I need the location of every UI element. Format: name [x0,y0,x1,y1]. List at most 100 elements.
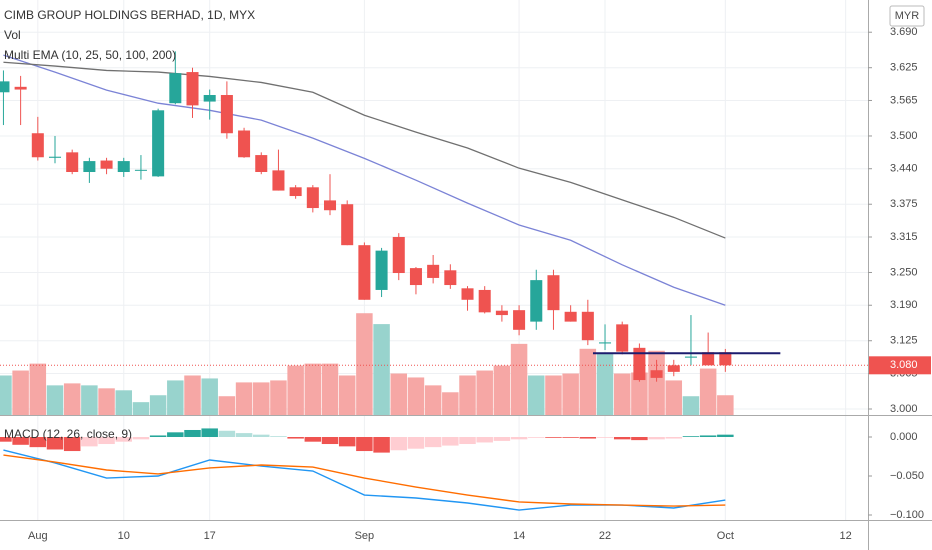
histogram-bar [442,437,459,446]
candle-body [581,311,594,341]
y-tick-label: 3.625 [890,62,918,74]
histogram-bar [98,437,115,445]
candle-body [461,288,474,300]
candle-body [289,187,302,197]
candle-body [427,264,440,278]
volume-bar [528,375,545,415]
histogram-bar [201,428,218,438]
candle-body [530,280,543,322]
histogram-bar [338,437,356,447]
volume-bar [562,373,579,415]
ema-line [3,61,726,239]
volume-bar [390,373,408,415]
histogram-bar [545,437,562,438]
candle-body [392,236,405,274]
volume-bar [115,390,133,415]
volume-bar [459,375,476,415]
histogram-bar [304,437,322,442]
volume-bar [287,365,304,415]
histogram-bar [149,435,167,438]
candle-body [186,72,199,106]
x-tick-label: 10 [118,530,130,542]
y-tick-label: 3.315 [890,231,918,243]
volume-bar [648,350,665,415]
volume-bar [63,383,81,415]
volume-bar [304,363,322,415]
candle-body [152,110,165,177]
x-tick-label: 14 [513,530,525,542]
histogram-bar [0,437,12,442]
volume-bar [596,352,614,415]
x-tick-label: 12 [840,530,852,542]
histogram-bar [12,437,29,445]
candle-body [341,204,354,246]
marks [0,51,868,511]
volume-bar [218,396,236,415]
candle-body [650,370,663,378]
volume-bar [81,385,98,415]
chart-title: CIMB GROUP HOLDINGS BERHAD, 1D, MYX [4,8,255,22]
candle-body [323,200,337,211]
candle-body [203,95,216,102]
signal-line [3,454,726,507]
candle-body [220,95,233,134]
candle-body [564,311,577,322]
volume-bar [46,385,64,415]
volume-bar [424,385,442,415]
histogram-bar [287,437,304,439]
histogram-bar [699,435,717,438]
histogram-bar [665,437,683,439]
volume-bar [717,395,734,415]
currency-box[interactable] [889,5,925,27]
candle-body [409,268,422,286]
histogram-bar [579,437,597,439]
x-tick-label: Aug [28,530,48,542]
histogram-bar [373,437,390,453]
candle-body [599,342,612,344]
volume-bar [167,380,184,415]
candle-body [616,324,629,352]
volume-bar [253,382,270,415]
histogram-bar [253,434,270,438]
histogram-bar [424,437,442,448]
histogram-bar [184,429,201,438]
y-tick-label: −0.100 [890,509,924,521]
candle-body [684,356,697,358]
histogram-bar [270,436,287,438]
volume-bar [442,392,459,415]
volume-bar [235,382,253,415]
candle-body [358,245,371,300]
volume-bar [321,363,339,415]
y-tick-label: 3.500 [890,130,918,142]
histogram-bar [167,432,184,438]
ema-label: Multi EMA (10, 25, 50, 100, 200) [4,48,176,62]
y-tick-label: 3.000 [890,403,918,415]
volume-bar [579,348,597,415]
candle-body [66,152,79,173]
y-tick-label: 3.250 [890,266,918,278]
histogram-bar [390,437,408,451]
y-tick-label: 3.375 [890,198,918,210]
histogram-bar [459,437,476,445]
histogram-bar [235,433,253,438]
volume-bar [407,377,425,415]
candle-body [0,81,10,93]
volume-label: Vol [4,28,21,42]
candle-body [272,170,285,191]
x-tick-label: Sep [355,530,375,542]
volume-bar [510,343,528,415]
histogram-bar [407,437,425,449]
candle-body [667,365,680,372]
histogram-bar [510,437,528,440]
histogram-bar [356,437,373,452]
histogram-bar [132,437,150,440]
candle-body [255,155,268,173]
y-tick-label: 3.190 [890,299,918,311]
volume-bar [373,324,390,415]
histogram-bar [613,437,631,440]
ema-line [3,54,726,306]
y-tick-label: 3.690 [890,26,918,38]
volume-bar [149,395,167,415]
